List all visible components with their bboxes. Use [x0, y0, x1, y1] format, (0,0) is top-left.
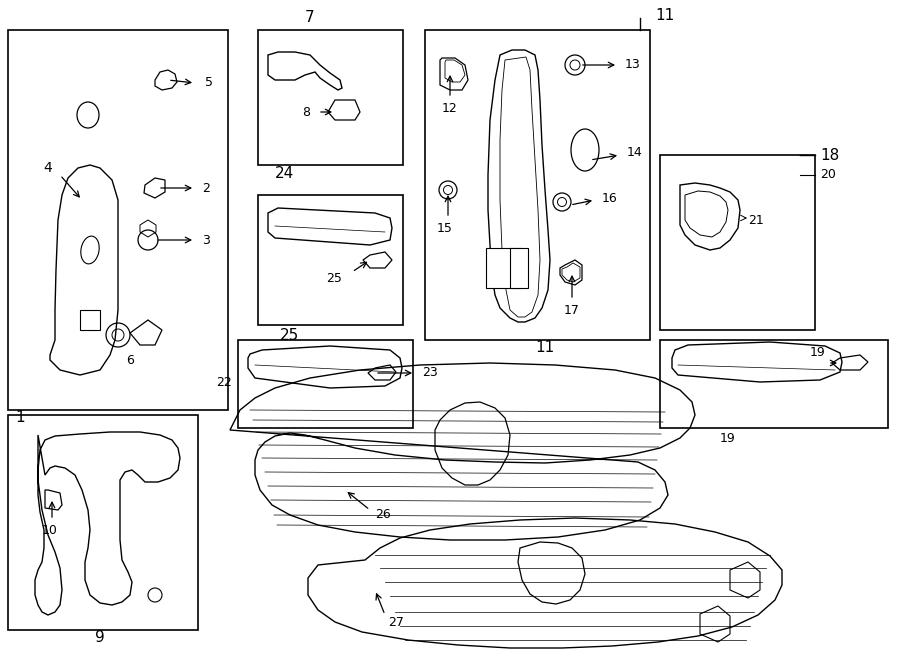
Bar [80, 310, 100, 330]
Text: 25: 25 [326, 272, 342, 284]
Text: 24: 24 [275, 167, 294, 182]
Text: 8: 8 [302, 106, 310, 118]
Text: 14: 14 [627, 147, 643, 159]
Text: 13: 13 [625, 59, 641, 71]
Text: 25: 25 [280, 327, 299, 342]
Bar [258, 30, 403, 165]
Text: 26: 26 [375, 508, 391, 522]
Text: 7: 7 [305, 11, 315, 26]
Bar [8, 415, 198, 630]
Text: 17: 17 [564, 303, 580, 317]
Text: 19: 19 [720, 432, 736, 444]
Text: 20: 20 [820, 169, 836, 182]
Text: 4: 4 [43, 161, 52, 175]
Text: 6: 6 [126, 354, 134, 366]
Text: 11: 11 [536, 340, 554, 356]
Bar [238, 340, 413, 428]
Text: 1: 1 [15, 410, 25, 426]
Text: 21: 21 [748, 214, 764, 227]
Text: 23: 23 [422, 366, 437, 379]
Text: 11: 11 [655, 7, 674, 22]
Bar [510, 248, 528, 288]
Bar [425, 30, 650, 340]
Text: 12: 12 [442, 102, 458, 114]
Text: 2: 2 [202, 182, 210, 194]
Bar [660, 155, 815, 330]
Text: 16: 16 [602, 192, 617, 204]
Text: 5: 5 [205, 77, 213, 89]
Text: 27: 27 [388, 615, 404, 629]
Text: 9: 9 [95, 631, 105, 646]
Text: 10: 10 [42, 524, 58, 537]
Text: 22: 22 [216, 377, 232, 389]
Bar [486, 248, 521, 288]
Text: 18: 18 [820, 147, 839, 163]
Bar [258, 195, 403, 325]
Bar [660, 340, 888, 428]
Text: 3: 3 [202, 233, 210, 247]
Text: 19: 19 [809, 346, 825, 358]
Bar [8, 30, 228, 410]
Text: 15: 15 [437, 221, 453, 235]
